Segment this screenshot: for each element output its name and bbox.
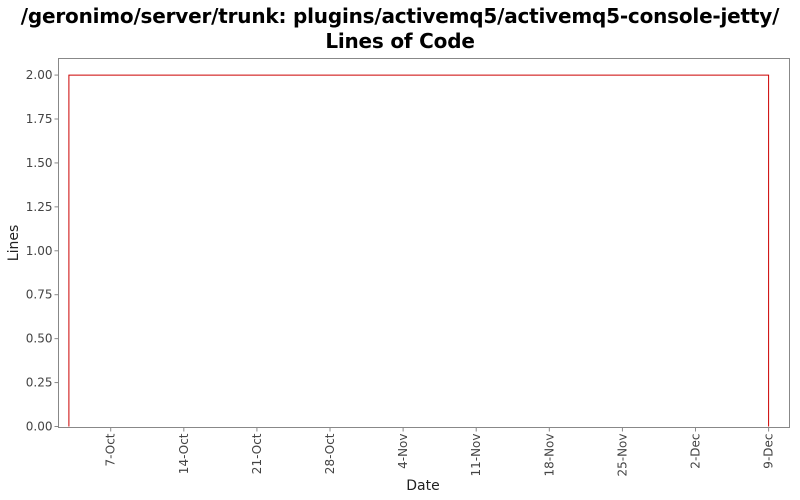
x-tick-label: 2-Dec: [689, 434, 703, 469]
x-tick-label: 21-Oct: [250, 433, 264, 474]
y-tick-label: 1.50: [26, 156, 53, 170]
y-tick-label: 0.50: [26, 332, 53, 346]
y-tick-label: 1.25: [26, 200, 53, 214]
series-line: [68, 74, 770, 427]
x-tick-label: 11-Nov: [469, 434, 483, 477]
y-tick-label: 0.00: [26, 420, 53, 434]
y-tick-label: 1.00: [26, 244, 53, 258]
x-tick-label: 9-Dec: [762, 434, 776, 469]
x-tick-label: 4-Nov: [396, 434, 410, 469]
y-tick-label: 0.25: [26, 376, 53, 390]
y-axis-label: Lines: [6, 225, 22, 261]
y-tick-label: 1.75: [26, 112, 53, 126]
series-layer: [68, 74, 770, 427]
x-tick-label: 18-Nov: [542, 434, 556, 477]
x-tick-label: 7-Oct: [104, 433, 118, 466]
x-axis-ticks: 7-Oct 14-Oct 21-Oct 28-Oct 4-Nov 11-Nov 18-Nov…: [104, 427, 776, 477]
y-tick-label: 2.00: [26, 68, 53, 82]
y-tick-label: 0.75: [26, 288, 53, 302]
y-axis-ticks: 0.00 0.25 0.50 0.75 1.00 1.25 1.50 1.75 2.00: [26, 68, 59, 434]
chart-title: /geronimo/server/trunk: plugins/activemq…: [20, 4, 780, 53]
x-tick-label: 28-Oct: [323, 433, 337, 474]
x-axis-label: Date: [406, 478, 439, 494]
plot-area: [58, 58, 790, 428]
x-tick-label: 25-Nov: [615, 434, 629, 477]
x-tick-label: 14-Oct: [177, 433, 191, 474]
